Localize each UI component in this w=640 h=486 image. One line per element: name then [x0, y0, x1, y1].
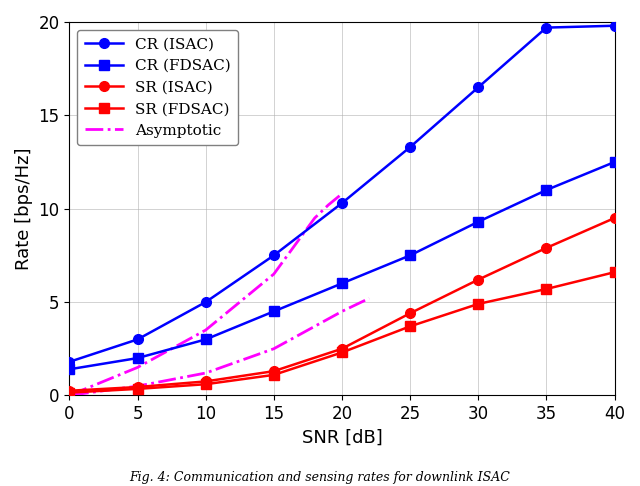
Asymptotic [202, 327, 209, 333]
CR (ISAC) [134, 336, 141, 342]
SR (ISAC) [65, 388, 73, 394]
Line: SR (FDSAC): SR (FDSAC) [65, 267, 620, 398]
Asymptotic [65, 393, 73, 399]
Line: CR (ISAC): CR (ISAC) [65, 21, 620, 366]
Text: Fig. 4: Communication and sensing rates for downlink ISAC: Fig. 4: Communication and sensing rates … [129, 471, 511, 484]
CR (ISAC) [338, 200, 346, 206]
X-axis label: SNR [dB]: SNR [dB] [301, 429, 382, 447]
Legend: CR (ISAC), CR (FDSAC), SR (ISAC), SR (FDSAC), Asymptotic: CR (ISAC), CR (FDSAC), SR (ISAC), SR (FD… [77, 30, 239, 145]
SR (FDSAC) [611, 269, 618, 275]
SR (ISAC) [474, 277, 482, 282]
CR (ISAC) [202, 299, 209, 305]
CR (FDSAC) [406, 252, 414, 258]
SR (FDSAC) [406, 323, 414, 329]
CR (ISAC) [543, 25, 550, 31]
CR (ISAC) [406, 144, 414, 150]
CR (FDSAC) [134, 355, 141, 361]
Asymptotic [324, 202, 332, 208]
CR (ISAC) [474, 85, 482, 90]
CR (FDSAC) [543, 187, 550, 193]
SR (ISAC) [134, 384, 141, 390]
CR (FDSAC) [338, 280, 346, 286]
SR (FDSAC) [65, 390, 73, 396]
CR (FDSAC) [65, 366, 73, 372]
SR (FDSAC) [543, 286, 550, 292]
SR (ISAC) [543, 245, 550, 251]
Y-axis label: Rate [bps/Hz]: Rate [bps/Hz] [15, 147, 33, 270]
Asymptotic [338, 191, 346, 197]
SR (FDSAC) [270, 372, 278, 378]
Asymptotic [38, 402, 46, 408]
CR (FDSAC) [270, 309, 278, 314]
Asymptotic [270, 271, 278, 277]
Asymptotic [134, 364, 141, 370]
Asymptotic [311, 215, 319, 221]
CR (ISAC) [65, 359, 73, 364]
CR (ISAC) [611, 23, 618, 29]
Line: Asymptotic: Asymptotic [42, 194, 342, 405]
SR (ISAC) [611, 215, 618, 221]
CR (FDSAC) [202, 336, 209, 342]
SR (ISAC) [202, 379, 209, 384]
Line: CR (FDSAC): CR (FDSAC) [65, 157, 620, 374]
SR (ISAC) [338, 346, 346, 352]
CR (FDSAC) [611, 159, 618, 165]
CR (FDSAC) [474, 219, 482, 225]
Asymptotic [297, 234, 305, 240]
Line: SR (ISAC): SR (ISAC) [65, 213, 620, 396]
SR (ISAC) [270, 368, 278, 374]
SR (FDSAC) [474, 301, 482, 307]
SR (ISAC) [406, 311, 414, 316]
SR (FDSAC) [134, 386, 141, 392]
SR (FDSAC) [338, 349, 346, 355]
CR (ISAC) [270, 252, 278, 258]
SR (FDSAC) [202, 382, 209, 387]
